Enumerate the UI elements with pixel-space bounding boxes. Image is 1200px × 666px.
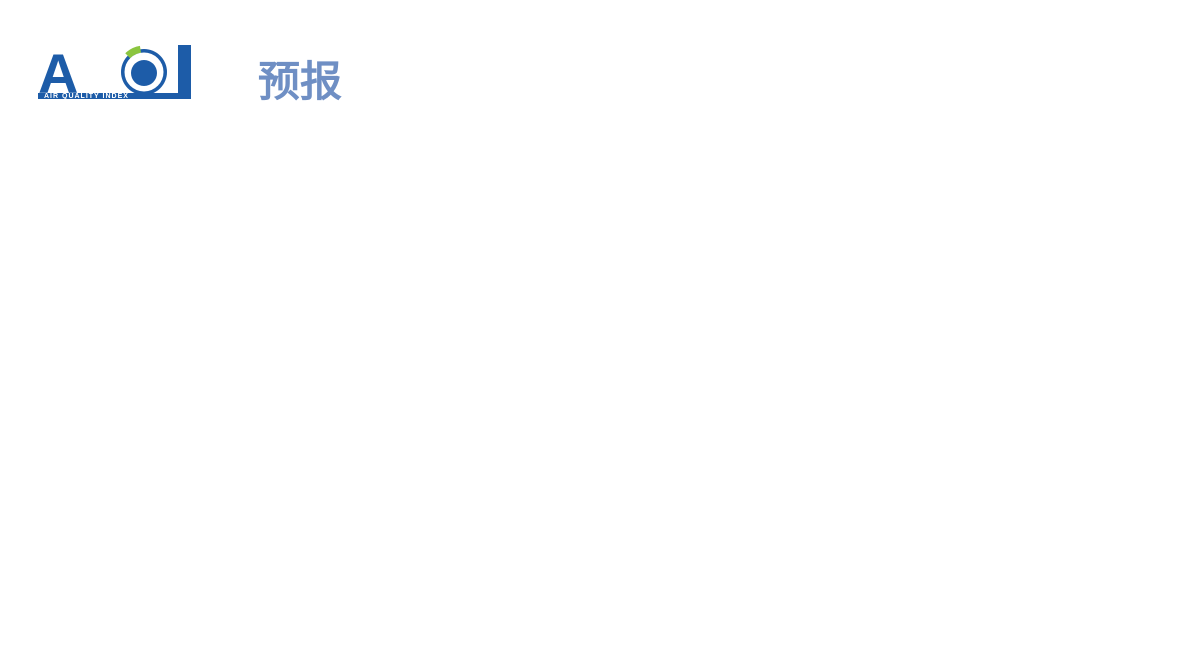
svg-text:A: A: [38, 45, 77, 100]
svg-text:AIR QUALITY INDEX: AIR QUALITY INDEX: [44, 93, 129, 100]
